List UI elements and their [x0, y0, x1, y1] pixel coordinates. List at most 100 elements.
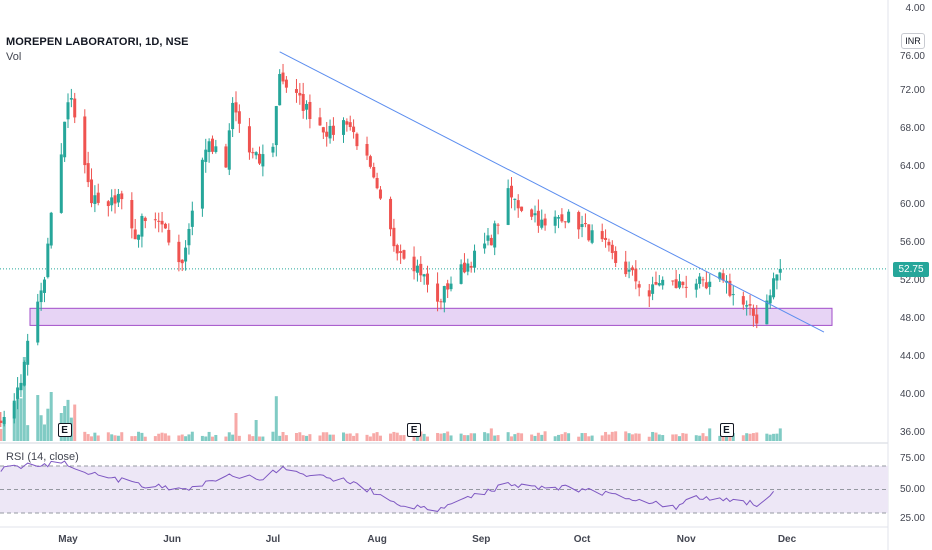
candle — [143, 217, 147, 222]
candle — [284, 79, 288, 88]
volume-bar — [704, 436, 708, 441]
volume-bar — [93, 432, 97, 441]
candle — [751, 308, 755, 316]
candle — [473, 250, 477, 268]
volume-bar — [459, 433, 463, 441]
volume-bar — [587, 436, 591, 441]
volume-bar — [325, 432, 329, 441]
volume-bar — [446, 431, 450, 441]
volume-bar — [187, 434, 191, 441]
volume-bar — [563, 432, 567, 441]
candle — [731, 294, 735, 296]
candlesticks — [0, 63, 782, 428]
candle — [365, 143, 369, 156]
price-tick-label: 40.00 — [900, 389, 925, 400]
volume-bar — [46, 408, 50, 441]
volume-bar — [163, 433, 167, 441]
candle — [775, 274, 779, 281]
rsi-label[interactable]: RSI (14, close) — [6, 451, 79, 463]
candle — [533, 213, 537, 216]
candle — [73, 98, 77, 118]
candle — [721, 273, 725, 281]
price-tick-label: 48.00 — [900, 313, 925, 324]
candle — [486, 235, 490, 241]
volume-bar — [607, 434, 611, 441]
candle — [93, 195, 97, 205]
price-tick-label: 4.00 — [906, 3, 926, 14]
candle — [728, 280, 732, 296]
candle — [224, 146, 228, 168]
volume-bar — [278, 435, 282, 441]
candle — [308, 101, 312, 120]
month-label: May — [58, 534, 78, 545]
candle — [449, 283, 453, 290]
candle — [560, 214, 564, 222]
volume-bar — [486, 433, 490, 441]
volume-bar — [200, 435, 204, 441]
volume-bar — [721, 436, 725, 441]
volume-bar — [210, 436, 214, 441]
volume-bar — [395, 432, 399, 441]
rsi-tick-label: 50.00 — [900, 484, 925, 495]
volume-bar — [301, 435, 305, 441]
symbol-title[interactable]: MOREPEN LABORATORI, 1D, NSE — [6, 36, 189, 48]
volume-bar — [180, 434, 184, 441]
candle — [698, 276, 702, 284]
volume-label[interactable]: Vol — [6, 51, 22, 63]
volume-bar — [237, 435, 241, 441]
volume-bar — [439, 433, 443, 441]
candle — [489, 237, 493, 246]
candle — [140, 215, 144, 237]
candle — [392, 227, 396, 247]
volume-bar — [110, 434, 114, 441]
volume-bar — [254, 420, 258, 441]
volume-bar — [553, 436, 557, 441]
volume-bar — [204, 436, 208, 441]
volume-bar — [342, 432, 346, 441]
candle — [258, 153, 262, 164]
volume-bar — [308, 434, 312, 441]
candle — [590, 230, 594, 243]
candle — [557, 217, 561, 219]
price-tick-label: 44.00 — [900, 351, 925, 362]
candle — [681, 281, 685, 286]
earnings-badge[interactable]: E — [719, 423, 734, 437]
volume-bar — [130, 436, 134, 441]
candle — [69, 98, 73, 100]
volume-bar — [489, 428, 493, 441]
earnings-badge[interactable]: E — [57, 423, 72, 437]
volume-bar — [543, 431, 547, 441]
volume-bar — [294, 433, 298, 441]
candle — [177, 241, 181, 263]
candle — [163, 223, 167, 229]
candle — [137, 234, 141, 240]
volume-bar — [352, 435, 356, 441]
volume-bar — [227, 432, 231, 441]
candle — [442, 286, 446, 303]
volume-bar — [83, 431, 87, 441]
candle — [459, 264, 463, 284]
candle — [157, 220, 161, 222]
currency-button[interactable]: INR — [901, 33, 925, 49]
volume-bar — [120, 432, 124, 441]
volume-bar — [160, 432, 164, 441]
candle — [543, 218, 547, 226]
volume-bar — [654, 432, 658, 441]
volume-bar — [258, 436, 262, 441]
candle — [375, 177, 379, 189]
earnings-badge[interactable]: E — [407, 423, 422, 437]
candle — [328, 125, 332, 139]
volume-bar — [506, 432, 510, 441]
volume-bar — [184, 436, 188, 441]
candle — [674, 279, 678, 289]
candle — [694, 283, 698, 290]
candle — [446, 283, 450, 290]
volume-bar — [113, 435, 117, 441]
volume-bar — [778, 428, 782, 441]
volume-bar — [419, 431, 423, 441]
volume-bar — [106, 432, 110, 441]
candle — [331, 125, 335, 135]
volume-bar — [473, 433, 477, 441]
candle — [708, 281, 712, 287]
